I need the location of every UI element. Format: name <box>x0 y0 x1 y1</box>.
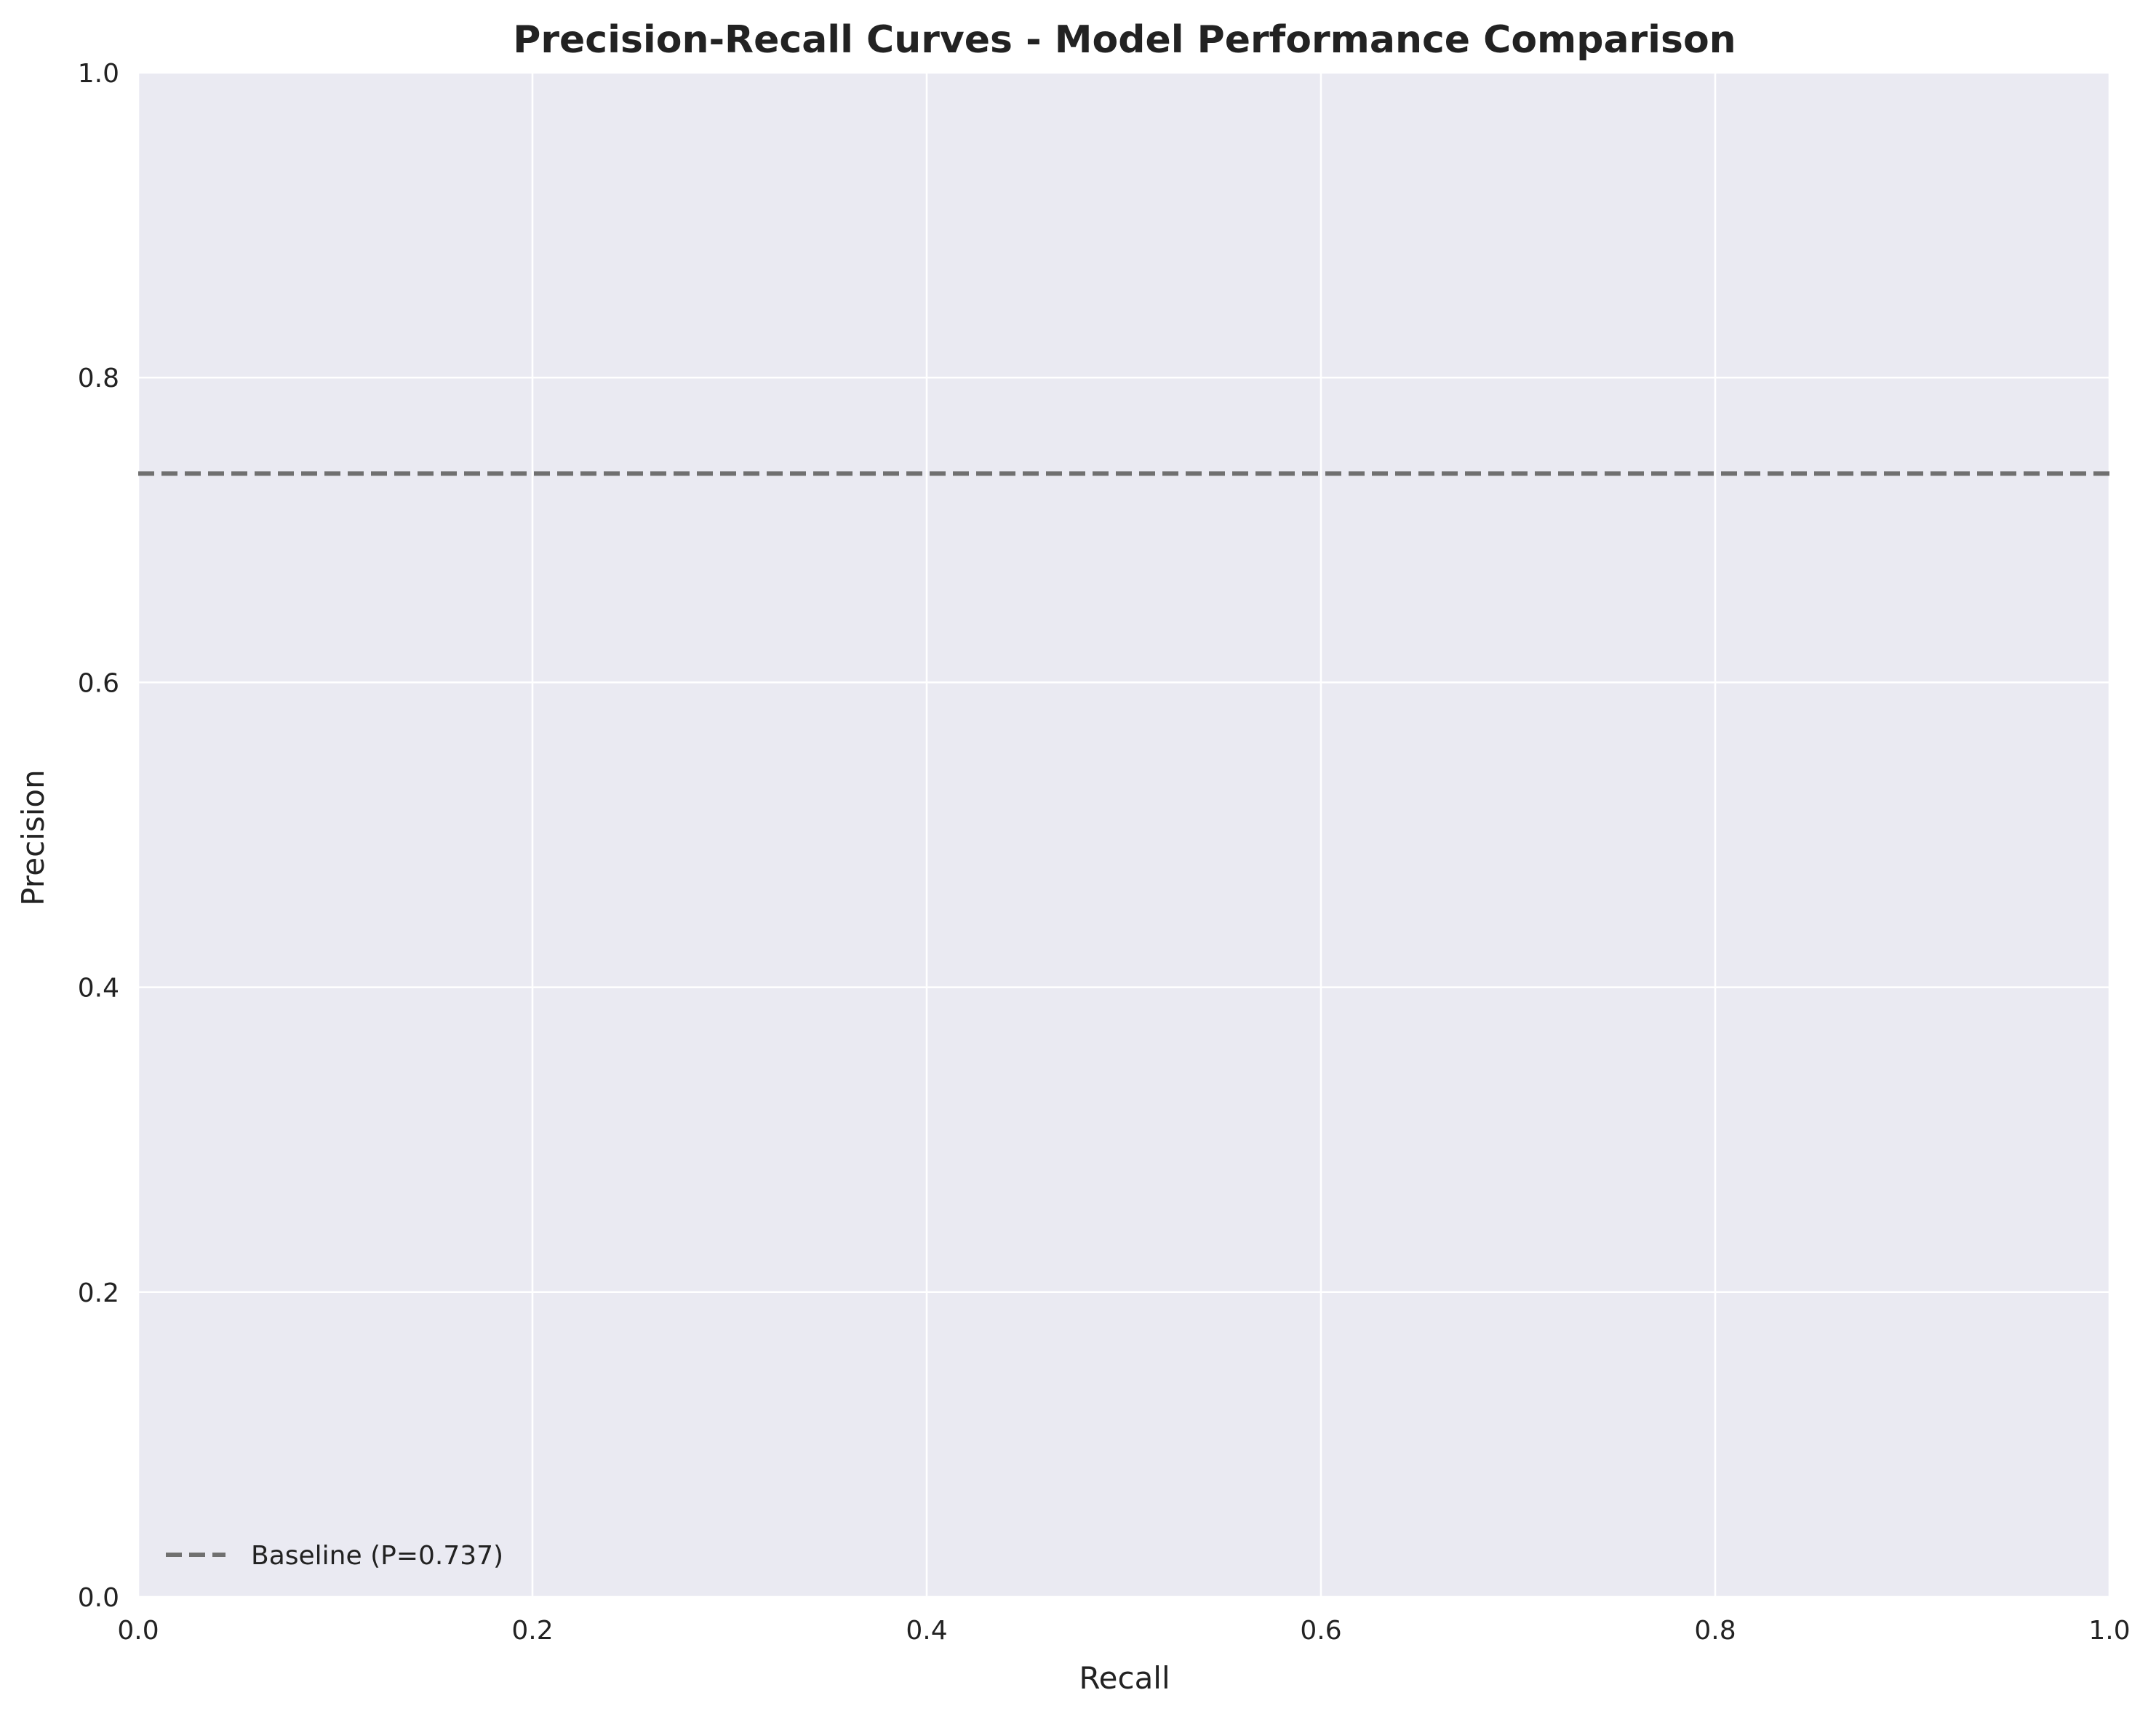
x-tick-label: 1.0 <box>2088 1616 2130 1646</box>
x-tick-labels: 0.0 0.2 0.4 0.6 0.8 1.0 <box>117 1616 2130 1646</box>
y-tick-label: 0.8 <box>78 364 119 393</box>
x-tick-label: 0.8 <box>1694 1616 1736 1646</box>
grid-lines <box>137 71 2111 1598</box>
x-tick-label: 0.4 <box>906 1616 947 1646</box>
x-axis-label: Recall <box>1079 1660 1170 1696</box>
y-tick-label: 0.6 <box>78 668 119 698</box>
y-tick-label: 0.0 <box>78 1583 119 1613</box>
x-tick-label: 0.2 <box>511 1616 553 1646</box>
y-axis-label: Precision <box>15 769 51 905</box>
y-tick-label: 1.0 <box>78 59 119 89</box>
y-tick-labels: 0.0 0.2 0.4 0.6 0.8 1.0 <box>78 59 119 1613</box>
legend: Baseline (P=0.737) <box>166 1541 503 1571</box>
x-tick-label: 0.0 <box>117 1616 159 1646</box>
x-tick-label: 0.6 <box>1300 1616 1341 1646</box>
plot-area <box>138 73 2109 1597</box>
y-tick-label: 0.4 <box>78 974 119 1004</box>
legend-label: Baseline (P=0.737) <box>251 1541 503 1571</box>
y-tick-label: 0.2 <box>78 1278 119 1308</box>
chart-title: Precision-Recall Curves - Model Performa… <box>513 18 1736 62</box>
